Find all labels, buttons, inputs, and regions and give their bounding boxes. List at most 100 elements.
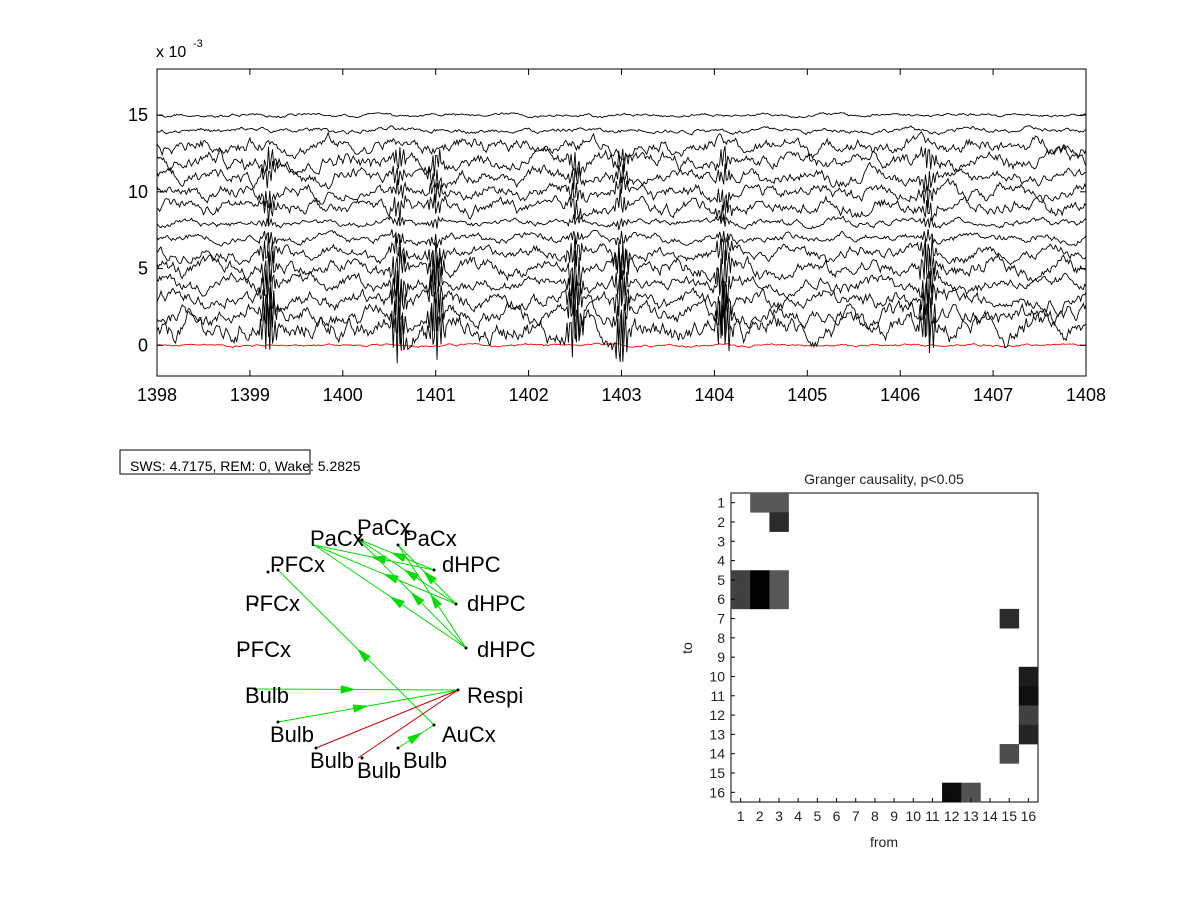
graph-edge	[254, 688, 459, 691]
heatmap-y-tick-label: 6	[717, 591, 725, 607]
graph-node-label: AuCx	[442, 722, 496, 747]
heatmap-x-tick-label: 11	[925, 808, 940, 824]
graph-node-label: Bulb	[245, 683, 289, 708]
heatmap-y-tick-label: 8	[717, 630, 725, 646]
heatmap-y-tick-label: 7	[717, 611, 725, 627]
graph-edge-arrow	[389, 596, 405, 609]
graph-node-marker	[253, 687, 257, 691]
heatmap-y-tick-label: 2	[717, 514, 725, 530]
trace-series-group	[156, 112, 1087, 364]
heatmap-cell	[750, 589, 770, 610]
graph-node-marker	[276, 568, 280, 572]
trace-y-tick-label: 5	[138, 259, 148, 279]
graph-node-group: PaCxPaCxPaCxdHPCdHPCdHPCRespiAuCxBulbBul…	[236, 515, 536, 783]
heatmap-y-tick-label: 3	[717, 533, 725, 549]
trace-x-tick-group: 1398 1399 1400 1401 1402 1403 1404 1405 1406 1407…	[137, 69, 1106, 405]
heatmap-cell	[1018, 724, 1039, 745]
trace-x-tick-label: 1407	[973, 385, 1013, 405]
trace-x-tick-label: 1403	[601, 385, 641, 405]
heatmap-y-tick-label: 1	[717, 495, 725, 511]
trace-x-tick-label: 1400	[323, 385, 363, 405]
sleep-stats-text: SWS: 4.7175, REM: 0, Wake: 5.2825	[130, 458, 361, 474]
trace-y-tick-label: 0	[138, 335, 148, 355]
graph-edge	[315, 689, 459, 749]
graph-node-label: PFCx	[270, 552, 325, 577]
graph-edge-group	[254, 538, 467, 759]
trace-series-line	[156, 131, 1087, 162]
graph-edge	[357, 689, 459, 759]
trace-y-tick-group: 0 5 10 15	[128, 105, 1086, 355]
graph-node-marker	[396, 543, 400, 547]
graph-node-label: PFCx	[245, 591, 300, 616]
heatmap-cell	[750, 570, 770, 590]
heatmap-y-tick-label: 11	[710, 688, 725, 704]
graph-node-marker	[276, 720, 280, 724]
heatmap-cell	[1018, 705, 1039, 726]
graph-node-label: dHPC	[442, 552, 501, 577]
heatmap-cell	[769, 570, 789, 590]
heatmap-y-tick-label: 16	[709, 784, 725, 800]
graph-node-marker	[464, 646, 468, 650]
trace-series-line	[156, 112, 1087, 119]
heatmap-x-label: from	[870, 834, 898, 850]
trace-series-line	[156, 254, 1087, 315]
graph-node-label: PaCx	[403, 526, 457, 551]
graph-node-label: Bulb	[310, 748, 354, 773]
heatmap-cell	[731, 589, 751, 610]
heatmap-y-label: to	[679, 642, 695, 654]
trace-plot: 1398 1399 1400 1401 1402 1403 1404 1405 1406 1407…	[128, 38, 1106, 405]
graph-node-marker	[360, 756, 364, 760]
graph-edge-arrow	[356, 648, 371, 663]
graph-node-marker	[254, 603, 258, 607]
heatmap-cell	[769, 512, 789, 532]
heatmap-cell	[731, 570, 751, 590]
graph-node-marker	[240, 648, 244, 652]
trace-series-line	[156, 176, 1087, 211]
trace-exponent-value: -3	[193, 38, 203, 50]
heatmap-x-tick-label: 7	[852, 808, 860, 824]
heatmap-cell	[769, 589, 789, 610]
trace-series-line	[156, 125, 1087, 136]
graph-node-marker	[454, 602, 458, 606]
graph-edge-arrow	[403, 569, 419, 582]
trace-x-tick-label: 1408	[1066, 385, 1106, 405]
graph-node-label: Bulb	[403, 748, 447, 773]
heatmap-cell	[1018, 666, 1039, 687]
heatmap-x-tick-group: 1 2 3 4 5 6 7 8 9 10 11 12 13 14 15 16	[737, 798, 1037, 824]
heatmap-x-tick-label: 1	[737, 808, 745, 824]
sleep-stats-frame	[119, 449, 311, 475]
heatmap-frame	[730, 492, 1039, 803]
heatmap-y-tick-label: 14	[709, 746, 725, 762]
heatmap-cell	[769, 493, 789, 513]
trace-series-line	[156, 278, 1087, 364]
heatmap-cell	[1018, 686, 1039, 706]
heatmap-x-tick-label: 9	[890, 808, 898, 824]
heatmap-cell	[750, 493, 770, 513]
sleep-stats-box: SWS: 4.7175, REM: 0, Wake: 5.2825	[119, 449, 361, 475]
connectivity-graph: PaCxPaCxPaCxdHPCdHPCdHPCRespiAuCxBulbBul…	[236, 515, 536, 783]
graph-edge-arrow	[407, 732, 423, 745]
heatmap-x-tick-label: 16	[1021, 808, 1037, 824]
trace-x-tick-label: 1398	[137, 385, 177, 405]
graph-node-marker	[456, 688, 460, 692]
trace-series-line	[156, 188, 1087, 224]
graph-node-marker	[266, 570, 270, 574]
heatmap-cell-group	[731, 493, 1039, 803]
trace-x-tick-label: 1402	[509, 385, 549, 405]
heatmap-x-tick-label: 5	[813, 808, 821, 824]
graph-node-marker	[432, 568, 436, 572]
graph-node-marker	[432, 723, 436, 727]
heatmap-y-tick-label: 9	[717, 649, 725, 665]
heatmap-cell	[961, 782, 981, 803]
trace-series-line	[156, 288, 1087, 345]
graph-node-label: Bulb	[270, 722, 314, 747]
graph-node-label: Bulb	[357, 758, 401, 783]
graph-edge-arrow	[352, 704, 369, 713]
heatmap-x-tick-label: 13	[963, 808, 979, 824]
trace-series-line	[156, 239, 1087, 294]
trace-x-tick-label: 1401	[416, 385, 456, 405]
trace-series-line	[156, 232, 1087, 281]
heatmap-x-tick-label: 8	[871, 808, 879, 824]
heatmap-x-tick-label: 15	[1001, 808, 1017, 824]
graph-node-marker	[360, 538, 364, 542]
